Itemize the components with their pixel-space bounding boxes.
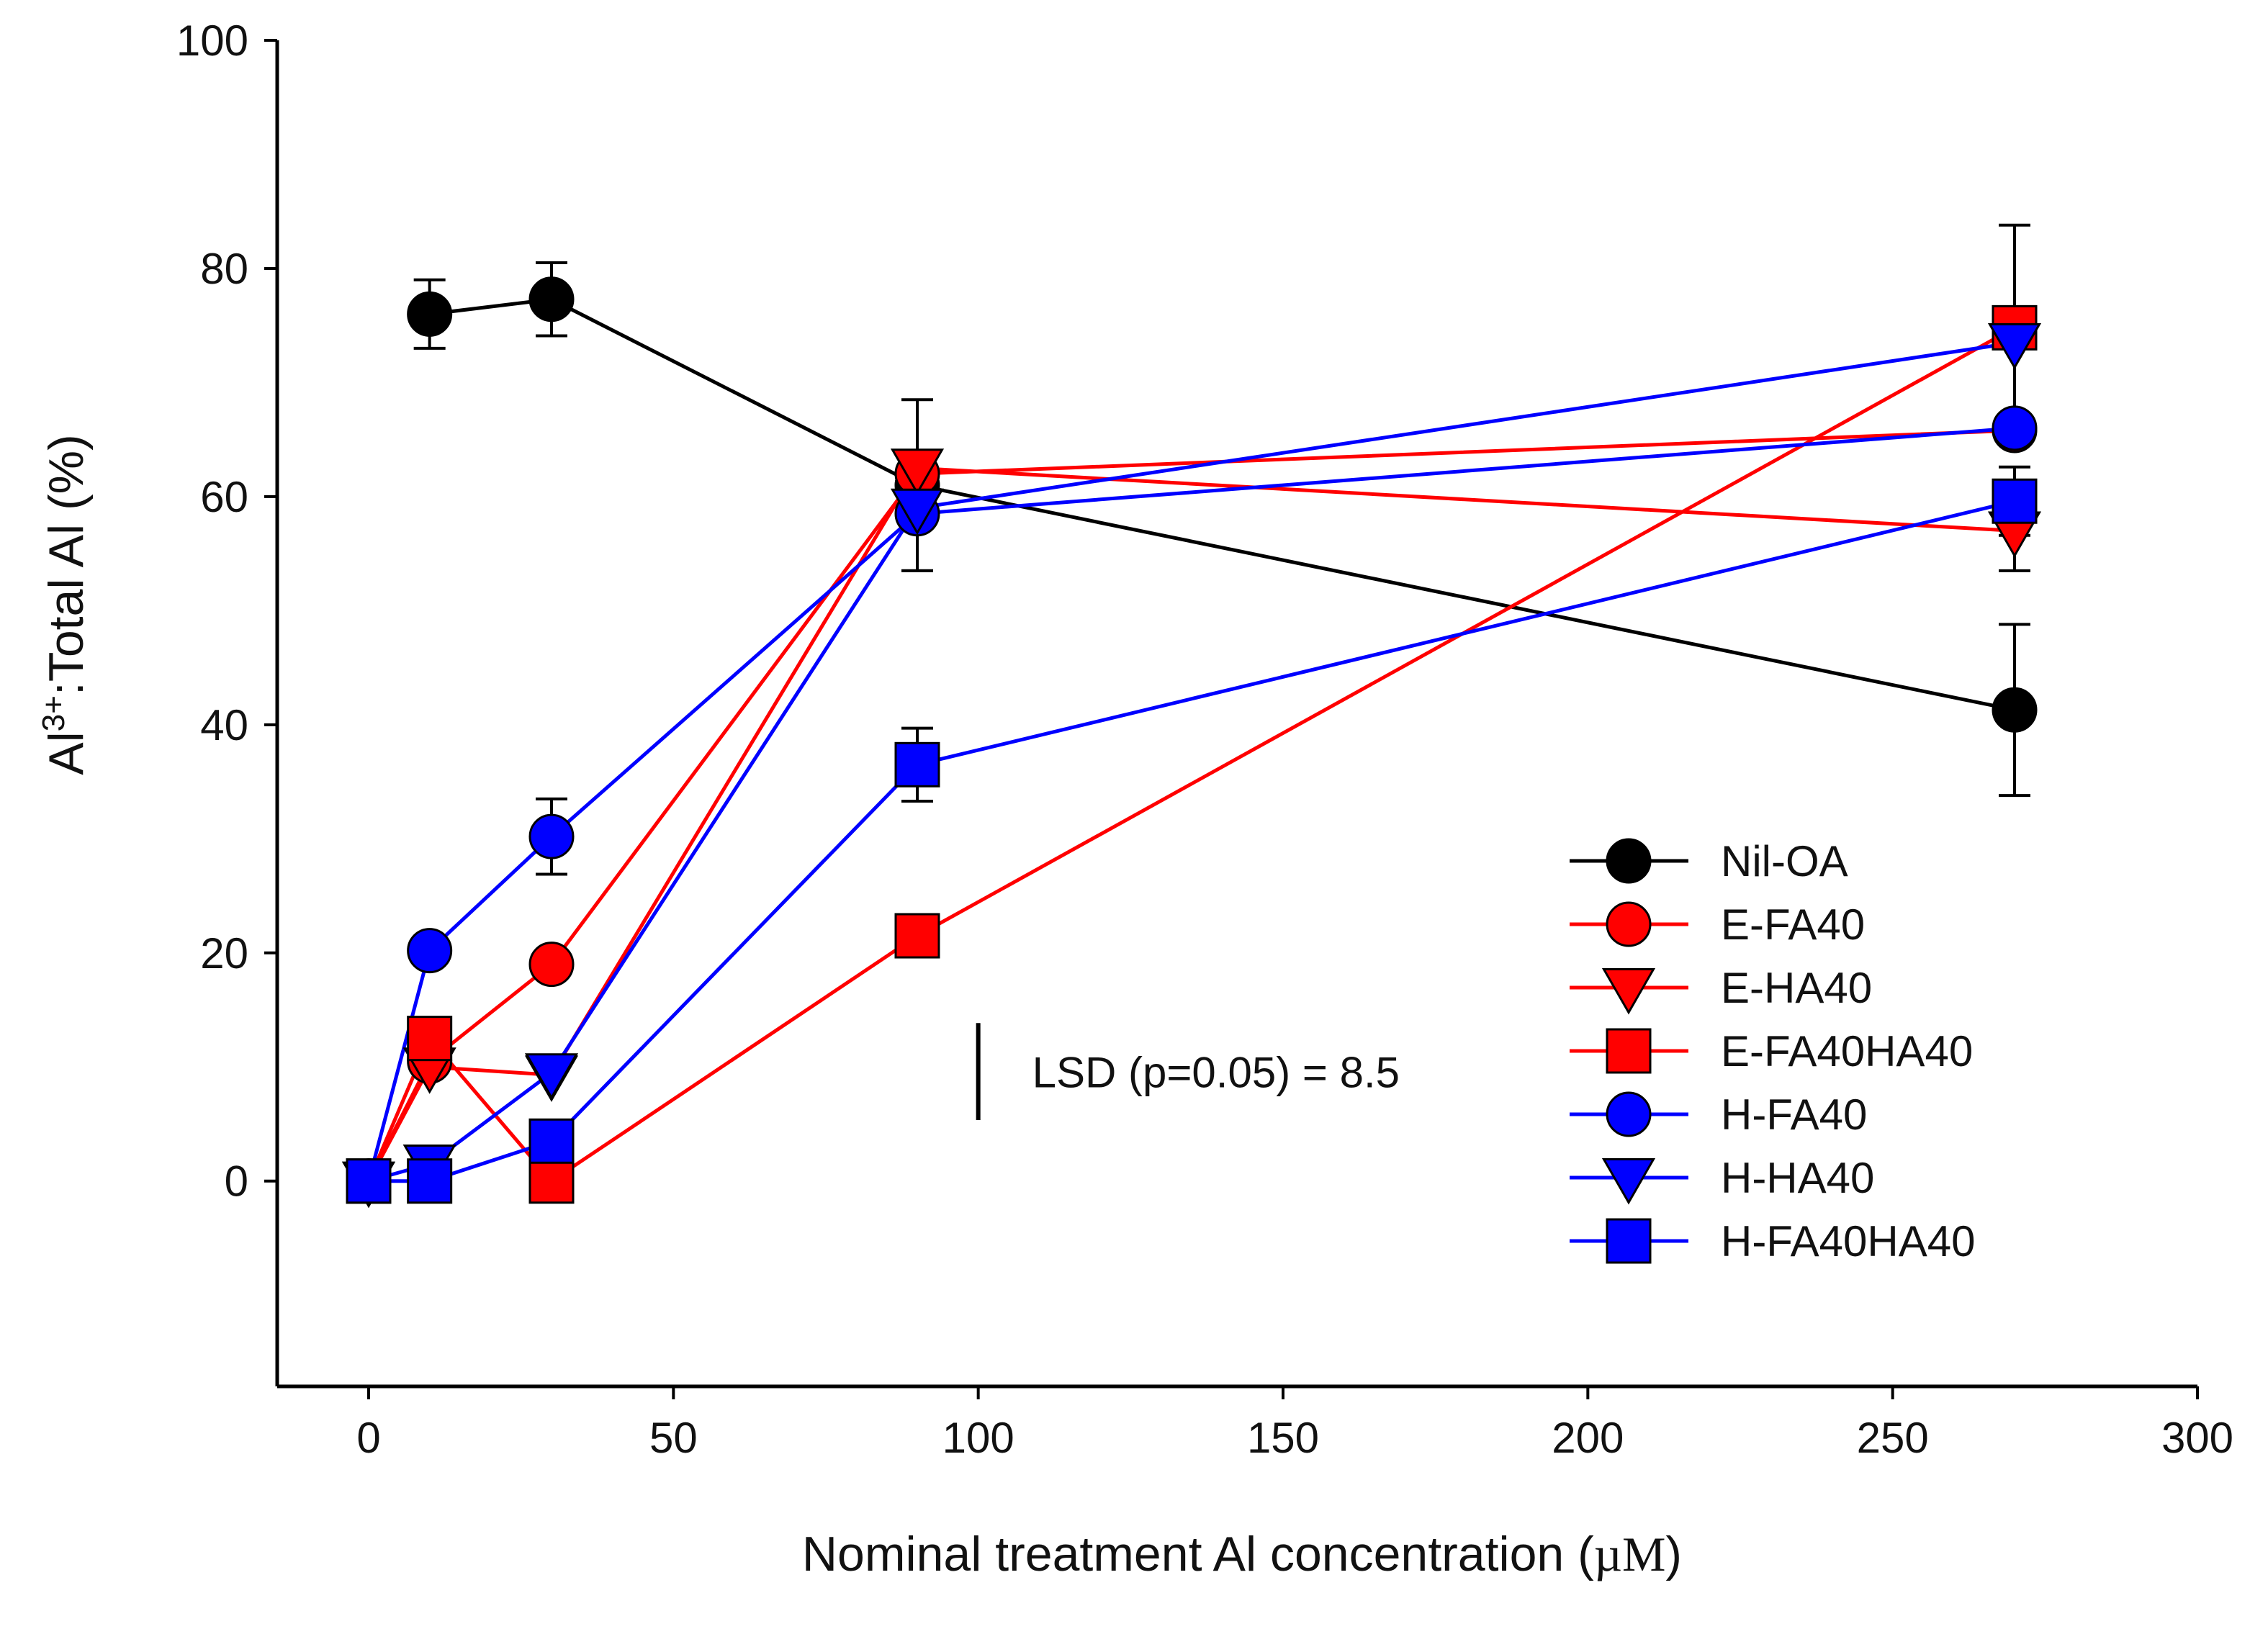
- y-axis-title: Al3+:Total Al (%): [36, 434, 94, 775]
- data-point-h-ha40: [890, 488, 945, 536]
- data-point-h-fa40: [528, 813, 575, 859]
- legend-label: E-HA40: [1721, 964, 1872, 1012]
- data-point-e-fa40ha40: [894, 913, 940, 959]
- data-point-h-fa40ha40: [894, 741, 940, 787]
- data-point-h-ha40: [524, 1053, 579, 1100]
- y-ticks: 0 20 40 60 80 100: [176, 17, 277, 1206]
- x-tick-label: 250: [1857, 1414, 1929, 1462]
- x-tick-label: 150: [1247, 1414, 1319, 1462]
- data-point-h-ha40: [1987, 322, 2042, 370]
- y-tick-label: 60: [200, 473, 248, 521]
- y-tick-label: 20: [200, 929, 248, 978]
- legend-marker-nil-oa: [1606, 838, 1652, 884]
- legend-marker-e-fa40: [1606, 901, 1652, 947]
- errorbars-layer: [413, 223, 2030, 876]
- legend-item-nil-oa: Nil-OA: [1570, 837, 1848, 885]
- legend-item-h-fa40ha40: H-FA40HA40: [1570, 1217, 1976, 1265]
- lsd-label: LSD (p=0.05) = 8.5: [1032, 1049, 1400, 1097]
- y-axis-title-rest: :Total Al (%): [39, 434, 94, 695]
- data-point-e-fa40ha40: [528, 1158, 575, 1204]
- axes: 0 50 100 150 200 250 300 0 20 40 60 80 100: [176, 17, 2233, 1462]
- x-tick-label: 100: [942, 1414, 1014, 1462]
- data-point-nil-oa: [528, 276, 575, 322]
- legend-label: Nil-OA: [1721, 837, 1848, 885]
- x-tick-label: 50: [649, 1414, 698, 1462]
- data-point-nil-oa: [1992, 687, 2038, 733]
- data-point-h-fa40: [1992, 405, 2038, 451]
- y-axis-title-main: Al: [39, 731, 94, 775]
- y-tick-label: 80: [200, 245, 248, 293]
- data-point-h-fa40: [407, 928, 453, 974]
- legend-item-h-ha40: H-HA40: [1570, 1154, 1874, 1205]
- y-tick-label: 40: [200, 701, 248, 749]
- markers-layer: [341, 276, 2042, 1209]
- x-tick-label: 0: [356, 1414, 380, 1462]
- data-point-e-fa40: [528, 942, 575, 988]
- data-point-h-fa40ha40: [407, 1158, 453, 1204]
- legend-label: E-FA40: [1721, 900, 1865, 949]
- legend-marker-e-fa40ha40: [1606, 1028, 1652, 1074]
- x-ticks: 0 50 100 150 200 250 300: [356, 1386, 2233, 1462]
- x-axis-title-suffix: ): [1665, 1527, 1682, 1581]
- legend-label: H-FA40HA40: [1721, 1217, 1976, 1265]
- legend: Nil-OA E-FA40 E-HA40 E-FA40HA40 H-FA40 H-HA40…: [1570, 837, 1976, 1265]
- y-tick-label: 100: [176, 17, 248, 65]
- legend-marker-h-ha40: [1601, 1158, 1656, 1205]
- x-tick-label: 300: [2161, 1414, 2233, 1462]
- legend-label: H-FA40: [1721, 1091, 1867, 1139]
- legend-item-e-ha40: E-HA40: [1570, 964, 1872, 1015]
- data-point-nil-oa: [407, 291, 453, 337]
- x-axis-title-prefix: Nominal treatment Al concentration (: [802, 1527, 1594, 1581]
- data-point-h-fa40ha40: [1992, 478, 2038, 524]
- data-point-e-fa40ha40: [407, 1016, 453, 1062]
- data-point-h-fa40ha40: [346, 1158, 392, 1204]
- lsd-annotation: LSD (p=0.05) = 8.5: [976, 1023, 1400, 1120]
- x-axis-title: Nominal treatment Al concentration (µM): [802, 1527, 1682, 1581]
- legend-item-h-fa40: H-FA40: [1570, 1091, 1867, 1139]
- legend-item-e-fa40: E-FA40: [1570, 900, 1865, 949]
- legend-marker-h-fa40ha40: [1606, 1218, 1652, 1264]
- y-axis-title-superscript: 3+: [36, 695, 71, 731]
- data-point-e-ha40: [890, 448, 945, 495]
- x-tick-label: 200: [1552, 1414, 1624, 1462]
- legend-marker-e-ha40: [1601, 968, 1656, 1015]
- legend-label: H-HA40: [1721, 1154, 1874, 1202]
- y-tick-label: 0: [225, 1157, 248, 1206]
- data-point-h-fa40ha40: [528, 1118, 575, 1164]
- legend-item-e-fa40ha40: E-FA40HA40: [1570, 1027, 1973, 1075]
- legend-label: E-FA40HA40: [1721, 1027, 1973, 1075]
- legend-marker-h-fa40: [1606, 1091, 1652, 1137]
- x-axis-title-unit: µM: [1594, 1527, 1666, 1581]
- series-line-nil-oa: [429, 297, 2015, 712]
